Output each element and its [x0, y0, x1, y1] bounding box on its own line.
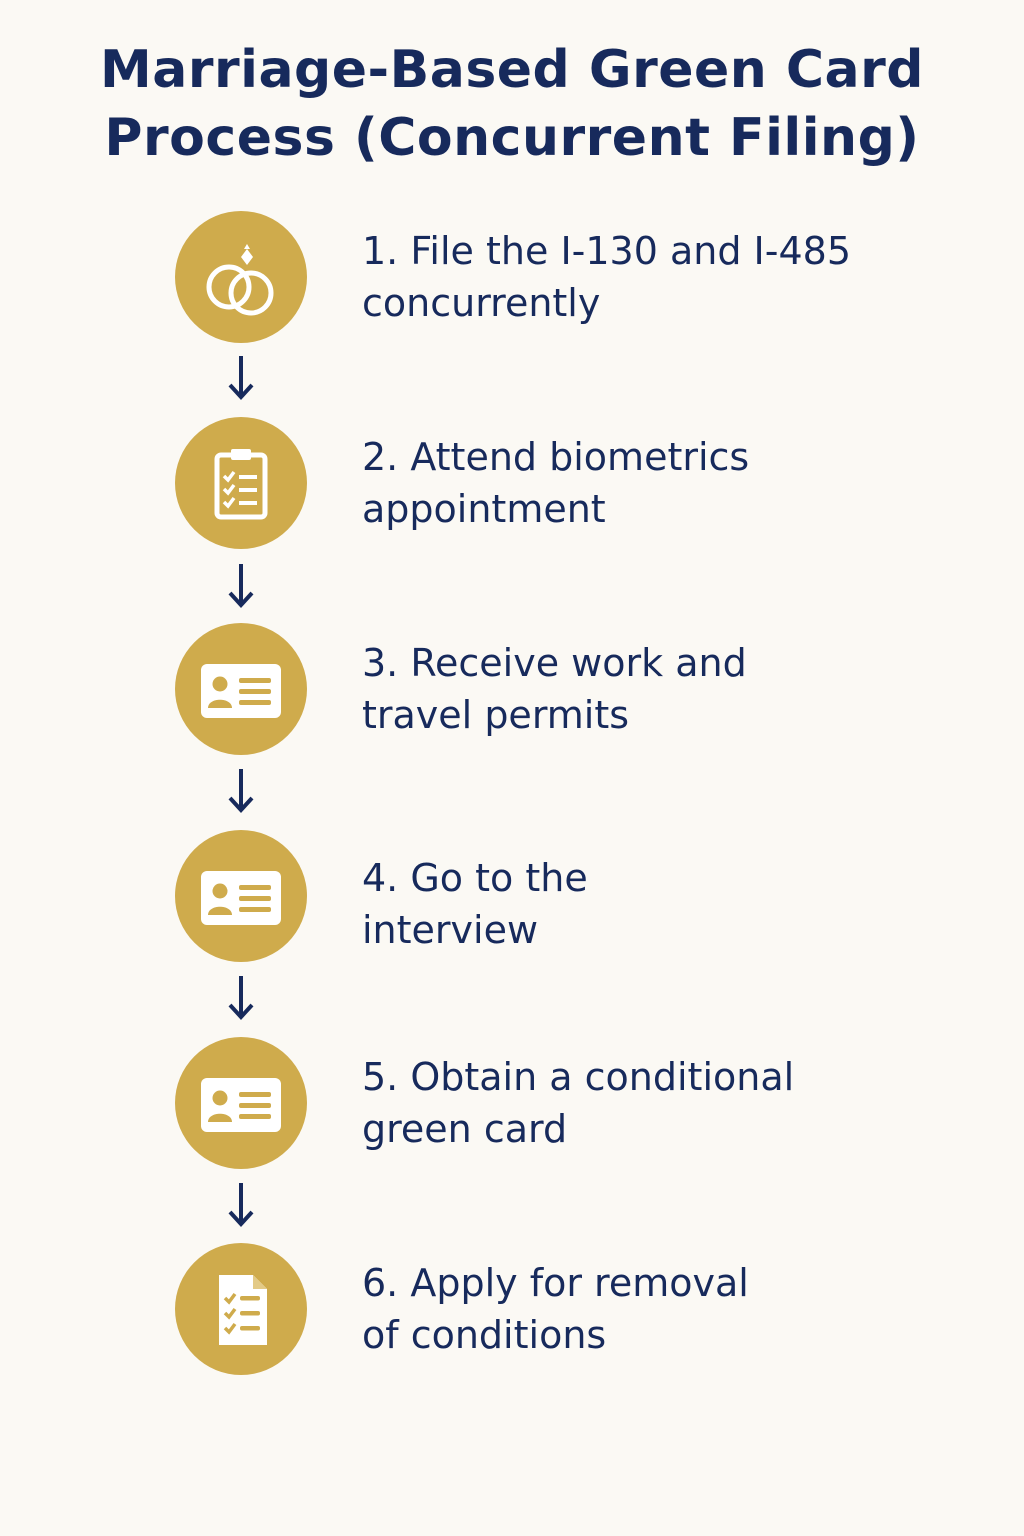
step-3-text: 3. Receive work and travel permits	[362, 637, 922, 741]
wedding-rings-icon	[206, 244, 274, 316]
step-2-line-1: 2. Attend biometrics	[362, 435, 750, 479]
step-5-line-2: green card	[362, 1107, 568, 1151]
step-3: 3. Receive work and travel permits	[175, 623, 935, 755]
step-3-icon-circle	[175, 623, 307, 755]
step-2-icon-circle	[175, 417, 307, 549]
step-3-line-1: 3. Receive work and	[362, 641, 747, 685]
step-2-text: 2. Attend biometrics appointment	[362, 431, 922, 535]
step-4-line-1: 4. Go to the	[362, 856, 588, 900]
step-2-line-2: appointment	[362, 487, 606, 531]
step-5-icon-circle	[175, 1037, 307, 1169]
step-4: 4. Go to the interview	[175, 830, 935, 962]
step-4-text: 4. Go to the interview	[362, 852, 922, 956]
arrow-down-icon	[228, 769, 254, 813]
step-6-icon-circle	[175, 1243, 307, 1375]
step-3-line-2: travel permits	[362, 693, 630, 737]
title-line-2: Process (Concurrent Filing)	[104, 108, 920, 168]
id-card-icon	[201, 1078, 281, 1132]
step-6-line-1: 6. Apply for removal	[362, 1261, 749, 1305]
arrow-down-icon	[228, 356, 254, 400]
step-4-line-2: interview	[362, 908, 539, 952]
id-card-icon	[201, 871, 281, 925]
step-1-line-2: concurrently	[362, 281, 601, 325]
step-4-icon-circle	[175, 830, 307, 962]
step-5-line-1: 5. Obtain a conditional	[362, 1055, 795, 1099]
document-checklist-icon	[219, 1275, 267, 1345]
step-2: 2. Attend biometrics appointment	[175, 417, 935, 549]
step-1-line-1: 1. File the I-130 and I-485	[362, 229, 851, 273]
step-1-icon-circle	[175, 211, 307, 343]
step-6-text: 6. Apply for removal of conditions	[362, 1257, 922, 1361]
id-card-icon	[201, 664, 281, 718]
arrow-down-icon	[228, 976, 254, 1020]
clipboard-checklist-icon	[214, 449, 268, 520]
page-title: Marriage-Based Green Card Process (Concu…	[0, 36, 1024, 172]
step-1-text: 1. File the I-130 and I-485 concurrently	[362, 225, 922, 329]
step-5: 5. Obtain a conditional green card	[175, 1037, 935, 1169]
step-5-text: 5. Obtain a conditional green card	[362, 1051, 922, 1155]
step-1: 1. File the I-130 and I-485 concurrently	[175, 211, 935, 343]
step-6-line-2: of conditions	[362, 1313, 607, 1357]
arrow-down-icon	[228, 1183, 254, 1227]
arrow-down-icon	[228, 564, 254, 608]
step-6: 6. Apply for removal of conditions	[175, 1243, 935, 1375]
title-line-1: Marriage-Based Green Card	[100, 40, 924, 100]
